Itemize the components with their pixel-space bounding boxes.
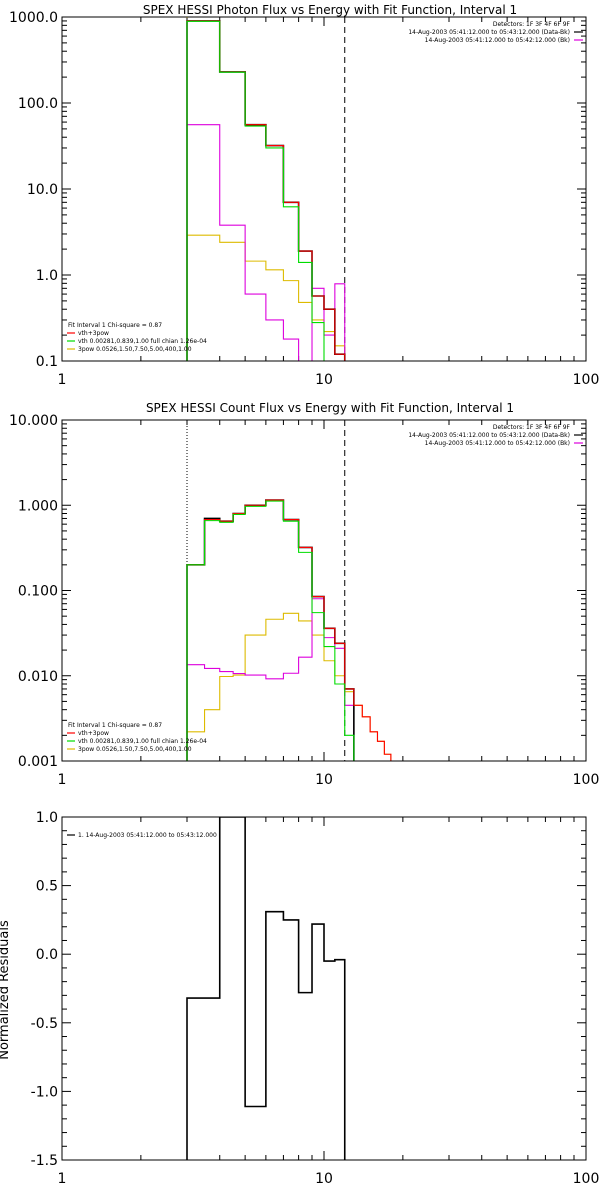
photon-header-line: 14-Aug-2003 05:41:12.000 to 05:42:12.000… xyxy=(425,37,570,44)
residuals-legend-entry: 1. 14-Aug-2003 05:41:12.000 to 05:43:12.… xyxy=(78,832,217,839)
photon-ytick-label: 1.0 xyxy=(36,268,58,284)
count-series-thermal xyxy=(186,500,363,761)
photon-flux-panel: SPEX HESSI Photon Flux vs Energy with Fi… xyxy=(9,3,599,388)
photon-ytick-label: 10.0 xyxy=(27,182,58,198)
photon-flux-title: SPEX HESSI Photon Flux vs Energy with Fi… xyxy=(143,3,517,17)
photon-xtick-label: 1 xyxy=(58,372,67,388)
photon-legend-entry: 3pow 0.0526,1.50,7.50,5.00,400,1.00 xyxy=(78,346,192,353)
photon-frame xyxy=(61,16,587,362)
count-legend-entry: 3pow 0.0526,1.50,7.50,5.00,400,1.00 xyxy=(78,746,192,753)
residuals-series-residuals xyxy=(186,817,346,1160)
count-legend-entry: vth 0.00281,0.839,1.00 full chian 1.26e-… xyxy=(78,738,207,745)
count-legend-entry: vth+3pow xyxy=(78,730,109,737)
count-ytick-label: 1.000 xyxy=(18,498,58,514)
count-header-line: Detectors: 1F 3F 4F 6F 9F xyxy=(493,424,571,431)
residuals-frame xyxy=(61,816,587,1161)
photon-series-power_law xyxy=(186,234,346,361)
photon-flux-plot: 1 10 100 0.1 1.0 10.0 100.0 1000.0 Detectors: 1F… xyxy=(9,10,599,388)
count-flux-title: SPEX HESSI Count Flux vs Energy with Fit… xyxy=(146,401,514,415)
count-legend-entry: Fit Interval 1 Chi-square = 0.87 xyxy=(68,722,162,729)
photon-header-line: 14-Aug-2003 05:41:12.000 to 05:43:12.000… xyxy=(408,29,570,36)
count-frame xyxy=(61,419,587,762)
photon-ytick-label: 1000.0 xyxy=(9,10,58,26)
residuals-ytick-label: 0.0 xyxy=(36,947,58,963)
count-header-line: 14-Aug-2003 05:41:12.000 to 05:42:12.000… xyxy=(425,440,570,447)
residuals-ytick-label: -1.0 xyxy=(31,1084,58,1100)
residuals-panel: Normalized Residuals 1 10 100 -1.5 -1.0 -0.5 0… xyxy=(0,810,599,1187)
residuals-ylabel: Normalized Residuals xyxy=(0,920,12,1060)
photon-legend-entry: Fit Interval 1 Chi-square = 0.87 xyxy=(68,322,162,329)
residuals-xtick-label: 100 xyxy=(573,1171,600,1187)
residuals-ytick-label: 1.0 xyxy=(36,810,58,826)
residuals-xtick-label: 1 xyxy=(58,1171,67,1187)
photon-legend-entry: vth 0.00281,0.839,1.00 full chian 1.26e-… xyxy=(78,338,207,345)
count-ytick-label: 0.010 xyxy=(18,669,58,685)
count-xtick-label: 100 xyxy=(573,772,600,788)
photon-ytick-label: 100.0 xyxy=(18,96,58,112)
residuals-ytick-label: -1.5 xyxy=(31,1153,58,1169)
photon-ytick-label: 0.1 xyxy=(36,354,58,370)
photon-legend-entry: vth+3pow xyxy=(78,330,109,337)
count-flux-panel: SPEX HESSI Count Flux vs Energy with Fit… xyxy=(9,401,599,788)
count-xtick-label: 1 xyxy=(58,772,67,788)
residuals-ytick-label: -0.5 xyxy=(31,1016,58,1032)
residuals-xtick-label: 10 xyxy=(315,1171,333,1187)
count-ytick-label: 0.100 xyxy=(18,584,58,600)
photon-series-thermal xyxy=(186,20,336,361)
photon-xtick-label: 10 xyxy=(315,372,333,388)
residuals-plot: 1 10 100 -1.5 -1.0 -0.5 0.0 0.5 1.0 1. 14-Aug-200… xyxy=(31,810,600,1187)
count-ytick-label: 10.000 xyxy=(9,413,58,429)
photon-xtick-label: 100 xyxy=(573,372,600,388)
count-flux-plot: 1 10 100 0.001 0.010 0.100 1.000 10.000 Detector… xyxy=(9,413,599,788)
count-xtick-label: 10 xyxy=(315,772,333,788)
count-header-line: 14-Aug-2003 05:41:12.000 to 05:43:12.000… xyxy=(408,432,570,439)
count-ytick-label: 0.001 xyxy=(18,754,58,770)
residuals-ytick-label: 0.5 xyxy=(36,879,58,895)
photon-header-line: Detectors: 1F 3F 4F 6F 9F xyxy=(493,21,571,28)
photon-series-background xyxy=(186,124,346,361)
